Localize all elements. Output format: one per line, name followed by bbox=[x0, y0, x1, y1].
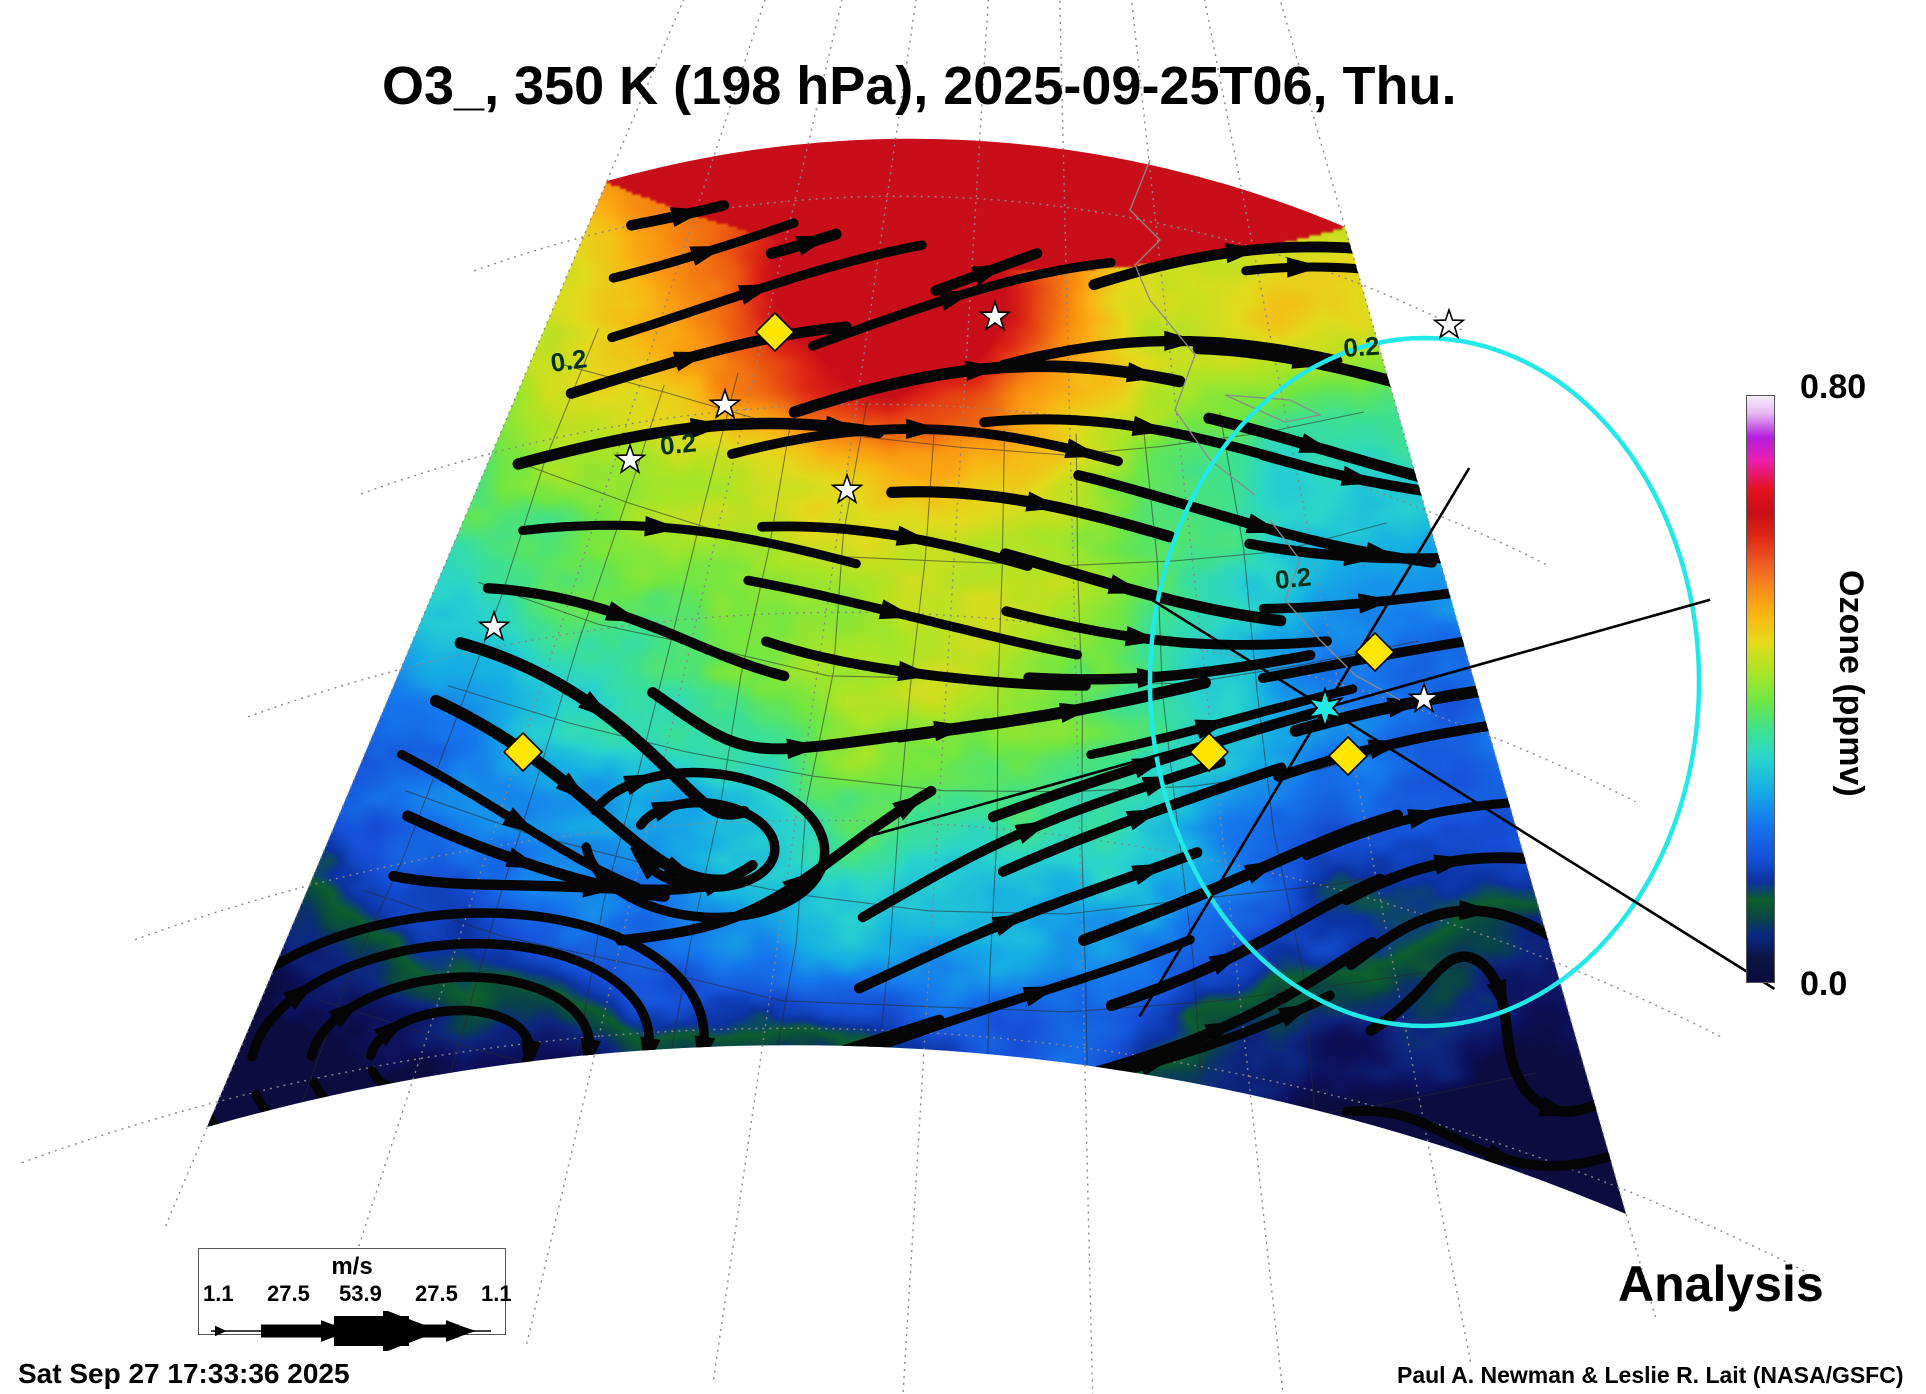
svg-text:0.2: 0.2 bbox=[1273, 561, 1312, 595]
svg-text:0.2: 0.2 bbox=[1342, 331, 1380, 363]
svg-text:0.2: 0.2 bbox=[658, 427, 697, 461]
svg-text:0.2: 0.2 bbox=[549, 343, 589, 378]
